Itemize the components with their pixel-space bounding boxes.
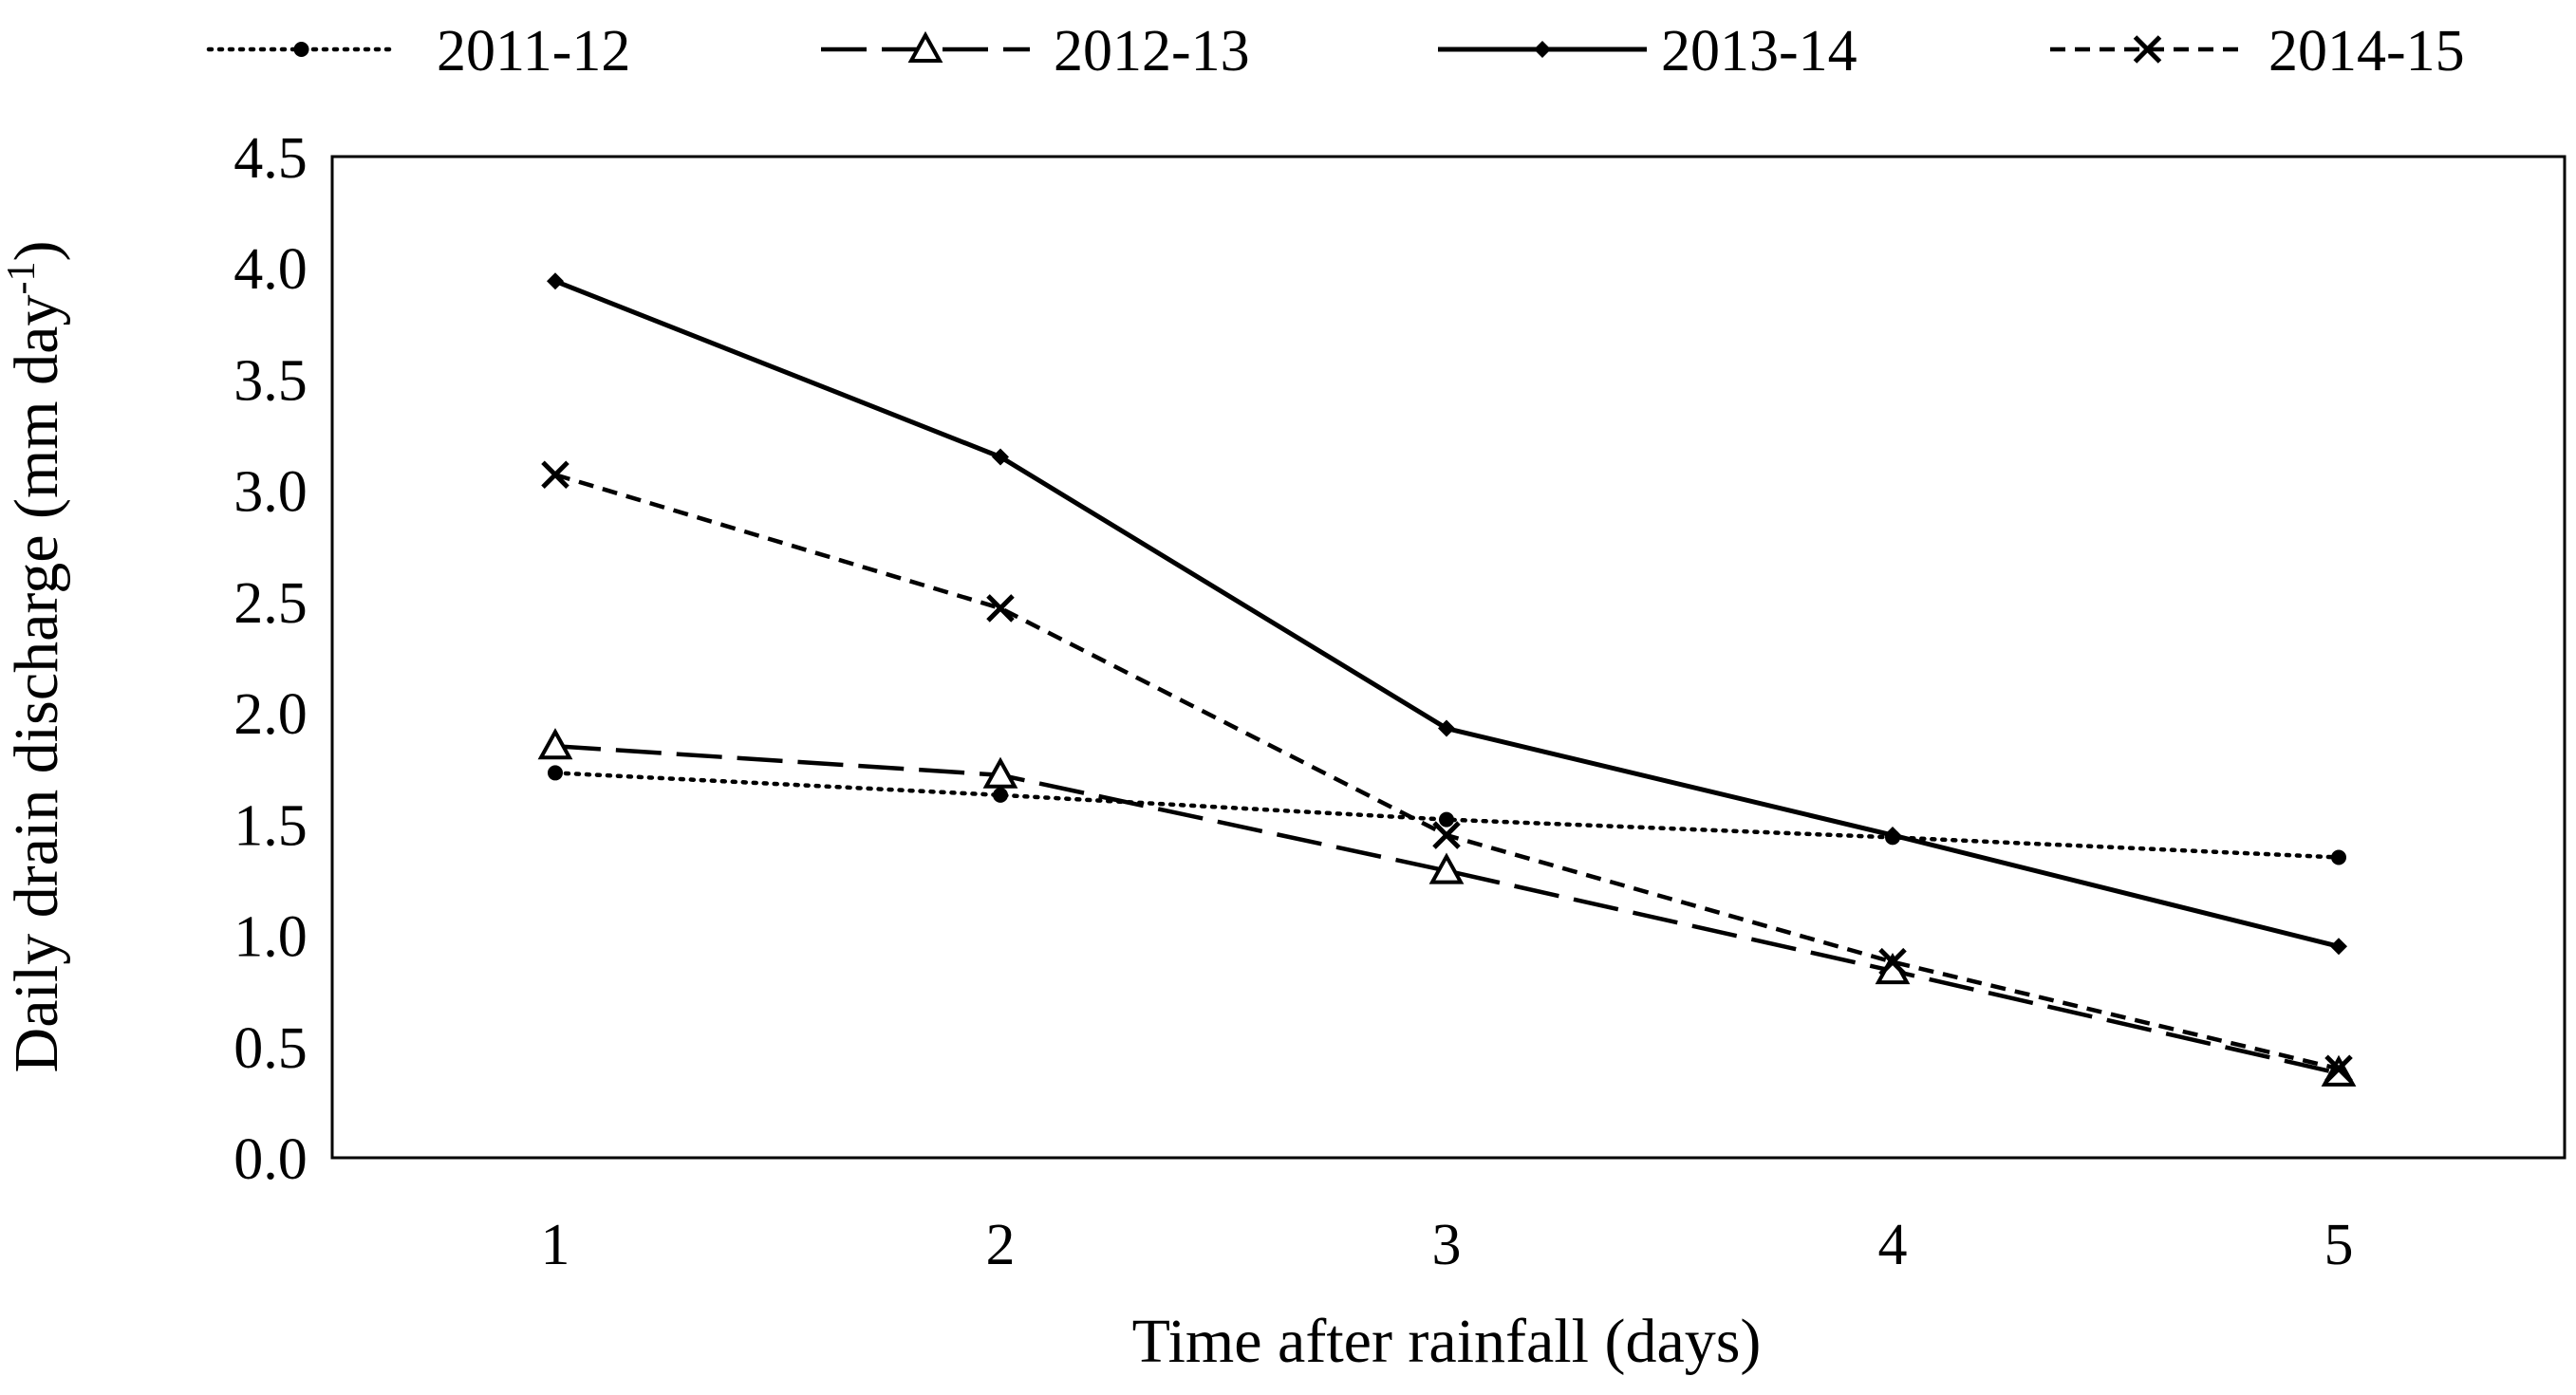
- x-tick-label: 4: [1878, 1213, 1908, 1277]
- plot-area: [330, 155, 2567, 1160]
- x-axis-label: Time after rainfall (days): [1132, 1307, 1762, 1376]
- data-point: [1432, 821, 1461, 849]
- y-axis-label-main: Daily drain discharge (mm day: [2, 295, 71, 1073]
- data-point: [1428, 852, 1465, 884]
- series-layer: [537, 272, 2357, 1087]
- legend-item: 2012-13: [821, 19, 1250, 84]
- series-line: [554, 473, 2340, 1071]
- y-tick-label: 3.5: [233, 348, 308, 413]
- legend-label: 2012-13: [1054, 19, 1250, 84]
- y-tick-label: 2.0: [233, 682, 308, 747]
- y-axis-ticks: 0.0 0.5 1.0 1.5 2.0 2.5 3.0 3.5 4.0 4.5: [233, 126, 308, 1192]
- legend-label: 2011-12: [437, 19, 630, 84]
- y-tick-label: 1.0: [233, 905, 308, 970]
- x-tick-label: 2: [986, 1213, 1016, 1277]
- legend-item: 2011-12: [206, 19, 630, 84]
- legend-marker: [907, 30, 943, 63]
- data-point: [548, 765, 563, 781]
- series-line: [552, 771, 2342, 860]
- data-point: [1438, 719, 1455, 737]
- series-2011-12: [548, 765, 2346, 865]
- series-2014-15: [541, 460, 2353, 1083]
- legend-label: 2013-14: [1661, 19, 1857, 84]
- x-tick-label: 1: [541, 1213, 570, 1277]
- data-point: [1884, 827, 1901, 845]
- data-point: [2330, 938, 2347, 956]
- y-axis-label-close: ): [2, 241, 71, 262]
- y-tick-label: 1.5: [233, 793, 308, 858]
- data-point: [1439, 811, 1454, 828]
- series-line: [554, 744, 2340, 1076]
- y-tick-label: 4.5: [233, 126, 308, 191]
- data-point: [993, 787, 1008, 803]
- y-tick-label: 0.0: [233, 1127, 308, 1192]
- data-point: [2331, 849, 2346, 865]
- data-point: [986, 594, 1015, 623]
- data-point: [1878, 947, 1907, 976]
- legend: 2011-12 2012-13 2013-14 2014-15: [206, 19, 2465, 84]
- legend-label: 2014-15: [2268, 19, 2465, 84]
- legend-item: 2013-14: [1438, 19, 1857, 84]
- y-tick-label: 0.5: [233, 1016, 308, 1081]
- y-tick-label: 2.5: [233, 571, 308, 636]
- legend-marker: [293, 42, 309, 57]
- data-point: [992, 448, 1009, 466]
- series-2013-14: [547, 272, 2347, 956]
- data-point: [537, 728, 573, 760]
- data-point: [541, 460, 569, 490]
- y-tick-label: 4.0: [233, 237, 308, 302]
- legend-marker: [2133, 35, 2162, 64]
- legend-marker: [1534, 41, 1551, 58]
- y-axis-label-superscript: -1: [0, 262, 44, 295]
- data-point: [2324, 1054, 2353, 1083]
- series-2012-13: [537, 728, 2357, 1087]
- y-tick-label: 3.0: [233, 460, 308, 525]
- x-tick-label: 5: [2324, 1213, 2354, 1277]
- x-axis-ticks: 1 2 3 4 5: [541, 1213, 2354, 1277]
- legend-item: 2014-15: [2050, 19, 2465, 84]
- data-point: [547, 272, 564, 290]
- y-axis-label: Daily drain discharge (mm day-1): [0, 241, 71, 1073]
- x-tick-label: 3: [1432, 1213, 1462, 1277]
- data-point: [982, 756, 1018, 789]
